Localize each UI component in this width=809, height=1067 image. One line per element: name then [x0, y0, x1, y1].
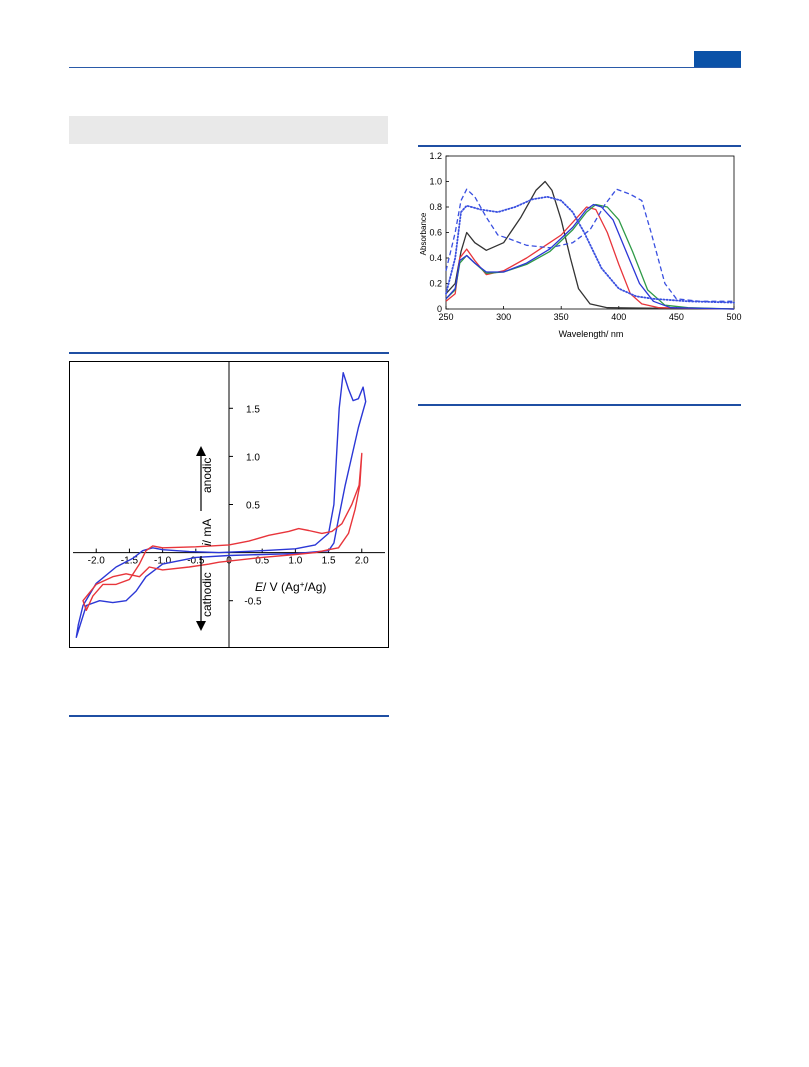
cv-x-tick-label: -2.0: [88, 556, 106, 567]
cv-x-tick-label: 2.0: [355, 556, 369, 567]
cv-y-tick-label: -0.5: [244, 597, 262, 608]
cathodic-label: cathodic: [200, 572, 214, 617]
uv-y-tick-label: 0.2: [429, 279, 442, 289]
cv-trace-blue: [75, 372, 367, 638]
uv-y-tick-label: 0.4: [429, 253, 442, 263]
uv-x-tick-label: 500: [726, 312, 741, 322]
uv-plot-frame: [445, 155, 735, 310]
cv-x-tick-label: -0.5: [187, 556, 205, 567]
uv-y-tick-label: 0.6: [429, 228, 442, 238]
cv-x-tick-label: 1.5: [322, 556, 336, 567]
figure-rule-bottom-right: [418, 404, 741, 406]
figure-rule-bottom-left: [69, 715, 389, 717]
cv-x-axis-label: E/ V (Ag+/Ag): [255, 580, 326, 595]
page-number-badge: [694, 51, 741, 67]
uv-traces: [445, 180, 735, 310]
anodic-label: anodic: [200, 458, 214, 493]
cv-y-tick-label: 1.5: [246, 404, 260, 415]
cv-x-tick-label: 0.5: [255, 556, 269, 567]
cv-y-tick-label: 0.5: [246, 501, 260, 512]
uv-y-tick-label: 0.8: [429, 202, 442, 212]
cathodic-arrow: [196, 556, 206, 631]
uv-y-tick-label: 1.2: [429, 151, 442, 161]
anodic-arrow: [196, 446, 206, 511]
figure-rule-top-left: [69, 352, 389, 354]
cv-x-tick-label: -1.0: [154, 556, 172, 567]
uv-trace-black-solid: [445, 180, 735, 310]
cyclic-voltammogram-chart: -2.0 -1.5 -1.0 -0.5 0 0.5 1.0 1.5 2.0-0.50.51.01…: [69, 361, 389, 648]
cv-x-tick-label: 1.0: [288, 556, 302, 567]
uv-x-axis-label: Wavelength/ nm: [559, 329, 624, 339]
cv-y-axis-label: i/ mA: [200, 519, 214, 546]
cv-traces: [75, 372, 367, 638]
figure-rule-top-right: [418, 145, 741, 147]
header-rule: [69, 67, 741, 68]
uv-x-tick-label: 400: [611, 312, 626, 322]
uv-y-tick-label: 1.0: [429, 177, 442, 187]
uv-y-tick-label: 0: [437, 304, 442, 314]
uv-trace-dashed_blue-dotted: [445, 195, 735, 304]
uv-trace-dashed_blue-dashed: [445, 188, 734, 302]
cv-x-tick-label: -1.5: [121, 556, 139, 567]
section-heading-box: [69, 116, 388, 144]
uv-x-tick-label: 450: [669, 312, 684, 322]
cv-y-tick-label: 1.0: [246, 452, 260, 463]
uv-x-tick-label: 250: [438, 312, 453, 322]
uv-x-tick-label: 300: [496, 312, 511, 322]
uv-trace-blue-solid: [445, 203, 735, 310]
uv-ticks: 250 300 350 400 450 500 0 0.2 0.4 0.6 0.8 1.0 1.2: [429, 151, 741, 322]
cv-trace-red: [82, 452, 363, 611]
uv-y-axis-label: Absorbance: [419, 212, 428, 255]
absorbance-spectrum-chart: 250 300 350 400 450 500 0 0.2 0.4 0.6 0.8 1.0 1.2 Wa…: [419, 151, 742, 339]
uv-x-tick-label: 350: [554, 312, 569, 322]
